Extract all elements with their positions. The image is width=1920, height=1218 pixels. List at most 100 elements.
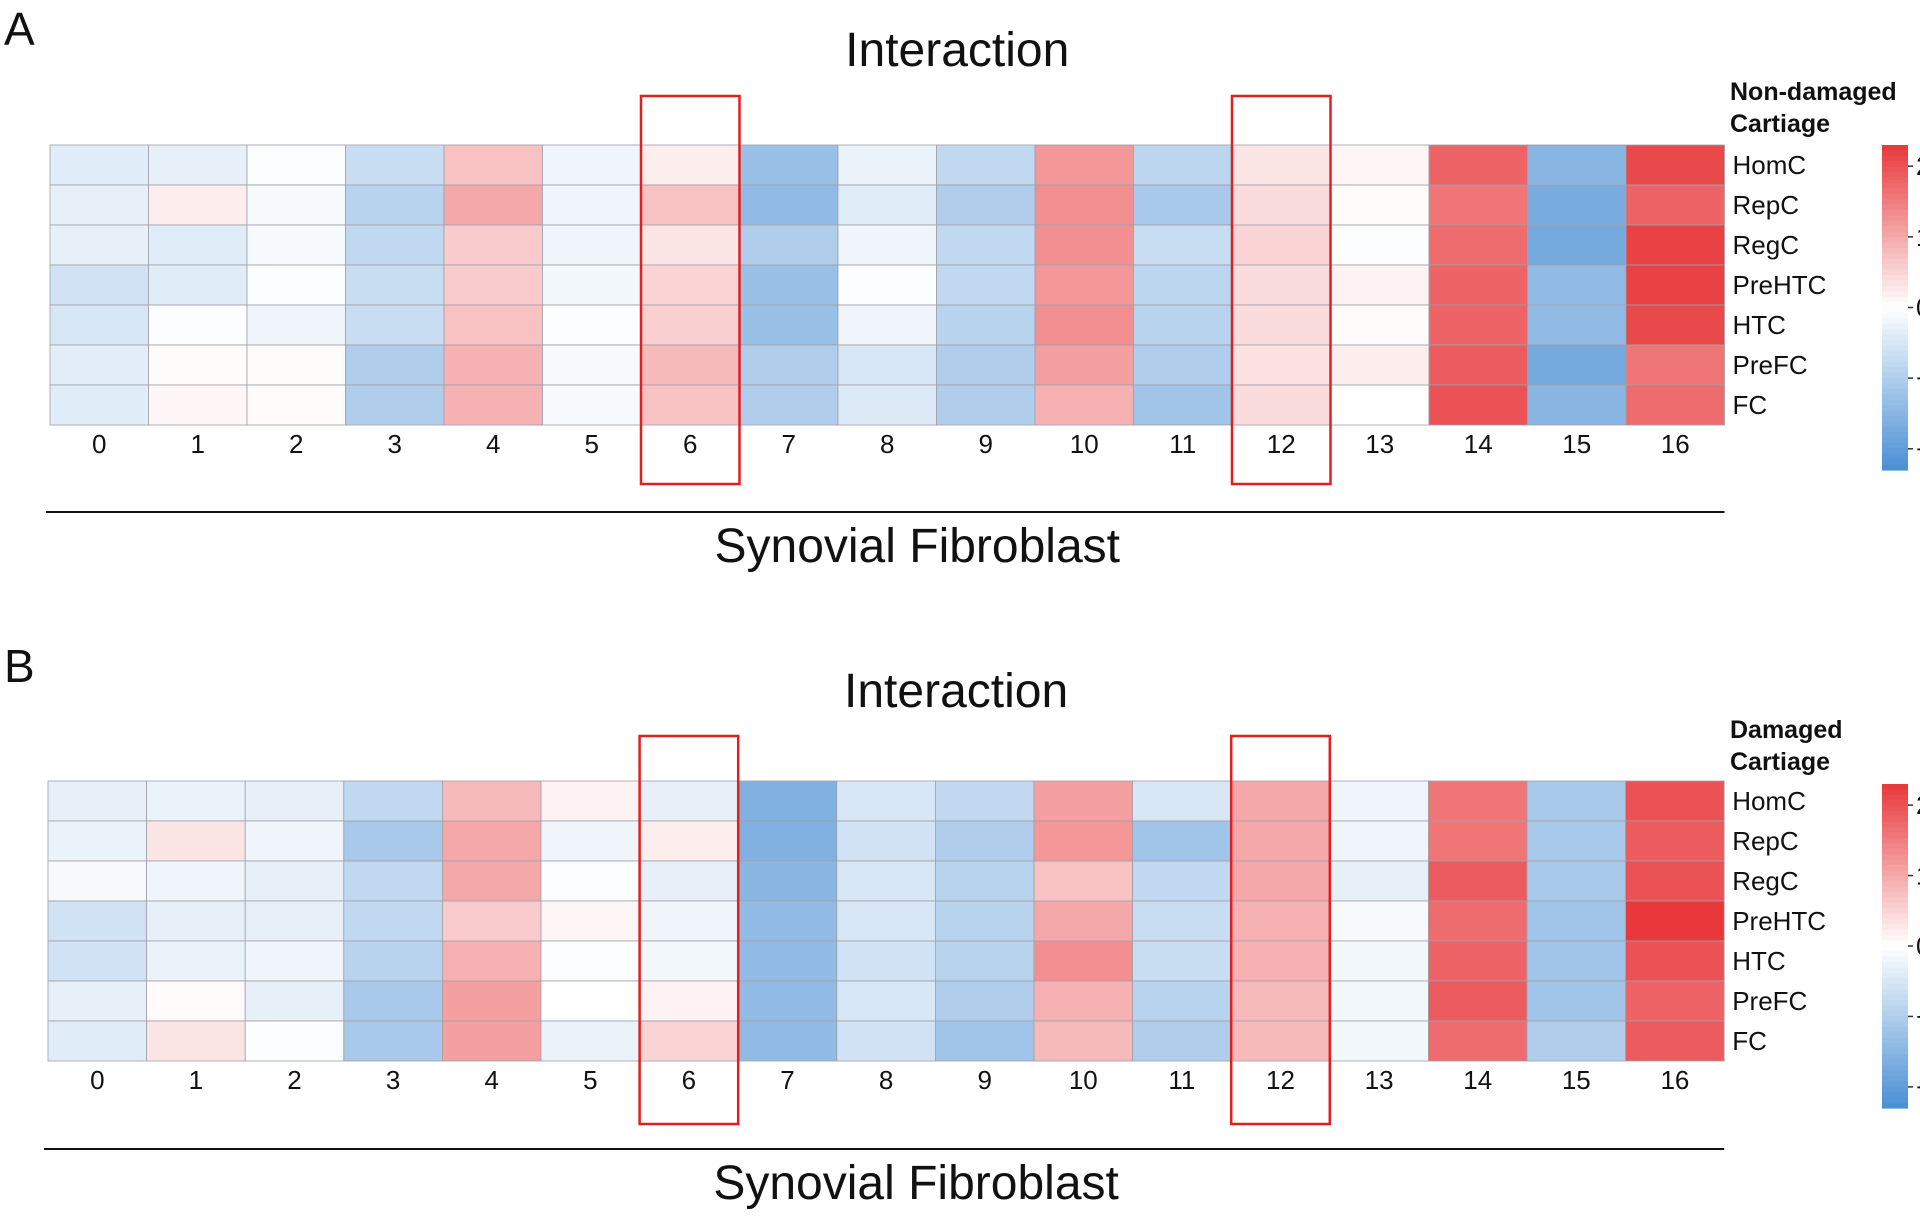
colorbar-segment (1882, 962, 1908, 969)
colorbar-tick-label: 1 (1916, 222, 1920, 252)
heatmap-cell (244, 900, 345, 942)
heatmap-cell (246, 304, 346, 346)
column-tick-label: 0 (92, 429, 106, 459)
colorbar-segment (1882, 908, 1908, 915)
colorbar-segment (1882, 421, 1908, 428)
column-tick-label: 1 (191, 429, 205, 459)
colorbar-segment (1882, 237, 1908, 244)
colorbar-segment (1882, 161, 1908, 168)
heatmap-cell (540, 820, 640, 862)
heatmap-cell (542, 304, 642, 346)
colorbar-segment (1882, 983, 1908, 990)
column-tick-label: 12 (1266, 1065, 1295, 1095)
column-tick-label: 13 (1365, 1065, 1394, 1095)
colorbar-segment (1882, 924, 1908, 931)
heatmap-cell (737, 780, 838, 822)
heatmap-cell (345, 184, 445, 226)
heatmap-cell (49, 384, 149, 426)
colorbar-segment (1882, 902, 1908, 909)
colorbar-segment (1882, 886, 1908, 893)
colorbar-segment (1882, 1048, 1908, 1055)
heatmap-cell (836, 940, 936, 982)
heatmap-cell (1625, 304, 1725, 346)
heatmap-cell (936, 344, 1036, 386)
colorbar-segment (1882, 881, 1908, 888)
colorbar-segment (1882, 1037, 1908, 1044)
column-tick-label: 9 (979, 429, 993, 459)
highlight-box (638, 734, 740, 1126)
heatmap-cell (639, 940, 739, 982)
colorbar-segment (1882, 182, 1908, 189)
row-label: RepC (1733, 190, 1799, 220)
heatmap-cell (640, 344, 740, 386)
colorbar-tick-label: 0 (1916, 931, 1920, 961)
heatmap-cell (1132, 980, 1232, 1022)
heatmap-cell (1033, 1020, 1133, 1062)
colorbar-segment (1882, 345, 1908, 352)
colorbar-segment (1882, 940, 1908, 947)
heatmap-cell (1132, 900, 1232, 942)
colorbar-segment (1882, 1032, 1908, 1039)
heatmap-cell (343, 1020, 443, 1062)
colorbar-segment (1882, 410, 1908, 417)
colorbar-segment (1882, 155, 1908, 162)
heatmap-cell (1034, 184, 1134, 226)
heatmap-cell (146, 940, 246, 982)
colorbar-segment (1882, 827, 1908, 834)
heatmap-cell (639, 900, 739, 942)
heatmap-cell (935, 940, 1035, 982)
heatmap-cell (1527, 184, 1627, 226)
heatmap-cell (146, 980, 246, 1022)
colorbar-segment (1882, 312, 1908, 319)
heatmap-cell (1428, 264, 1528, 306)
colorbar-segment (1882, 951, 1908, 958)
heatmap-cell (1526, 900, 1626, 942)
colorbar-segment (1882, 1000, 1908, 1006)
colorbar-segment (1882, 242, 1908, 249)
column-tick-label: 3 (388, 429, 402, 459)
heatmap-cell (542, 264, 642, 306)
heatmap-cell (47, 820, 147, 862)
heatmap-cell (244, 820, 345, 862)
heatmap-cell (148, 304, 248, 346)
colorbar-segment (1882, 377, 1908, 384)
row-label: PreFC (1733, 350, 1808, 380)
heatmap-cell (1329, 980, 1429, 1022)
column-tick-label: 11 (1168, 1065, 1195, 1095)
heatmap-cell (1230, 900, 1331, 942)
heatmap-cell (343, 860, 443, 902)
heatmap-cell (1231, 384, 1331, 426)
heatmap-cell (148, 224, 248, 266)
heatmap-cell (343, 820, 443, 862)
heatmap-cell (47, 980, 147, 1022)
heatmap-cell (1133, 264, 1233, 306)
heatmap-cell (1230, 940, 1331, 982)
heatmap-cell (936, 144, 1036, 186)
heatmap-cell (739, 384, 839, 426)
heatmap-cell (146, 780, 246, 822)
column-tick-label: 15 (1562, 1065, 1591, 1095)
column-tick-label: 12 (1267, 429, 1296, 459)
heatmap-cell (1527, 264, 1627, 306)
colorbar-segment (1882, 432, 1908, 439)
panel-label: B (4, 640, 35, 692)
column-tick-label: 2 (289, 429, 303, 459)
heatmap-cell (343, 980, 443, 1022)
colorbar-segment (1882, 150, 1908, 157)
heatmap-cell (443, 344, 543, 386)
column-tick-label: 10 (1070, 429, 1099, 459)
heatmap-cell (1033, 860, 1133, 902)
heatmap-cell (935, 860, 1035, 902)
heatmap-cell (837, 344, 937, 386)
heatmap-cell (1527, 224, 1627, 266)
heatmap-cell (542, 224, 642, 266)
heatmap-cell (443, 184, 543, 226)
heatmap-cell (1231, 224, 1331, 266)
heatmap-cell (837, 144, 937, 186)
heatmap-cell (737, 820, 838, 862)
heatmap-cell (639, 1020, 739, 1062)
colorbar-segment (1882, 340, 1908, 347)
heatmap-cell (936, 184, 1036, 226)
heatmap-cell (246, 144, 346, 186)
heatmap-cell (1330, 304, 1430, 346)
